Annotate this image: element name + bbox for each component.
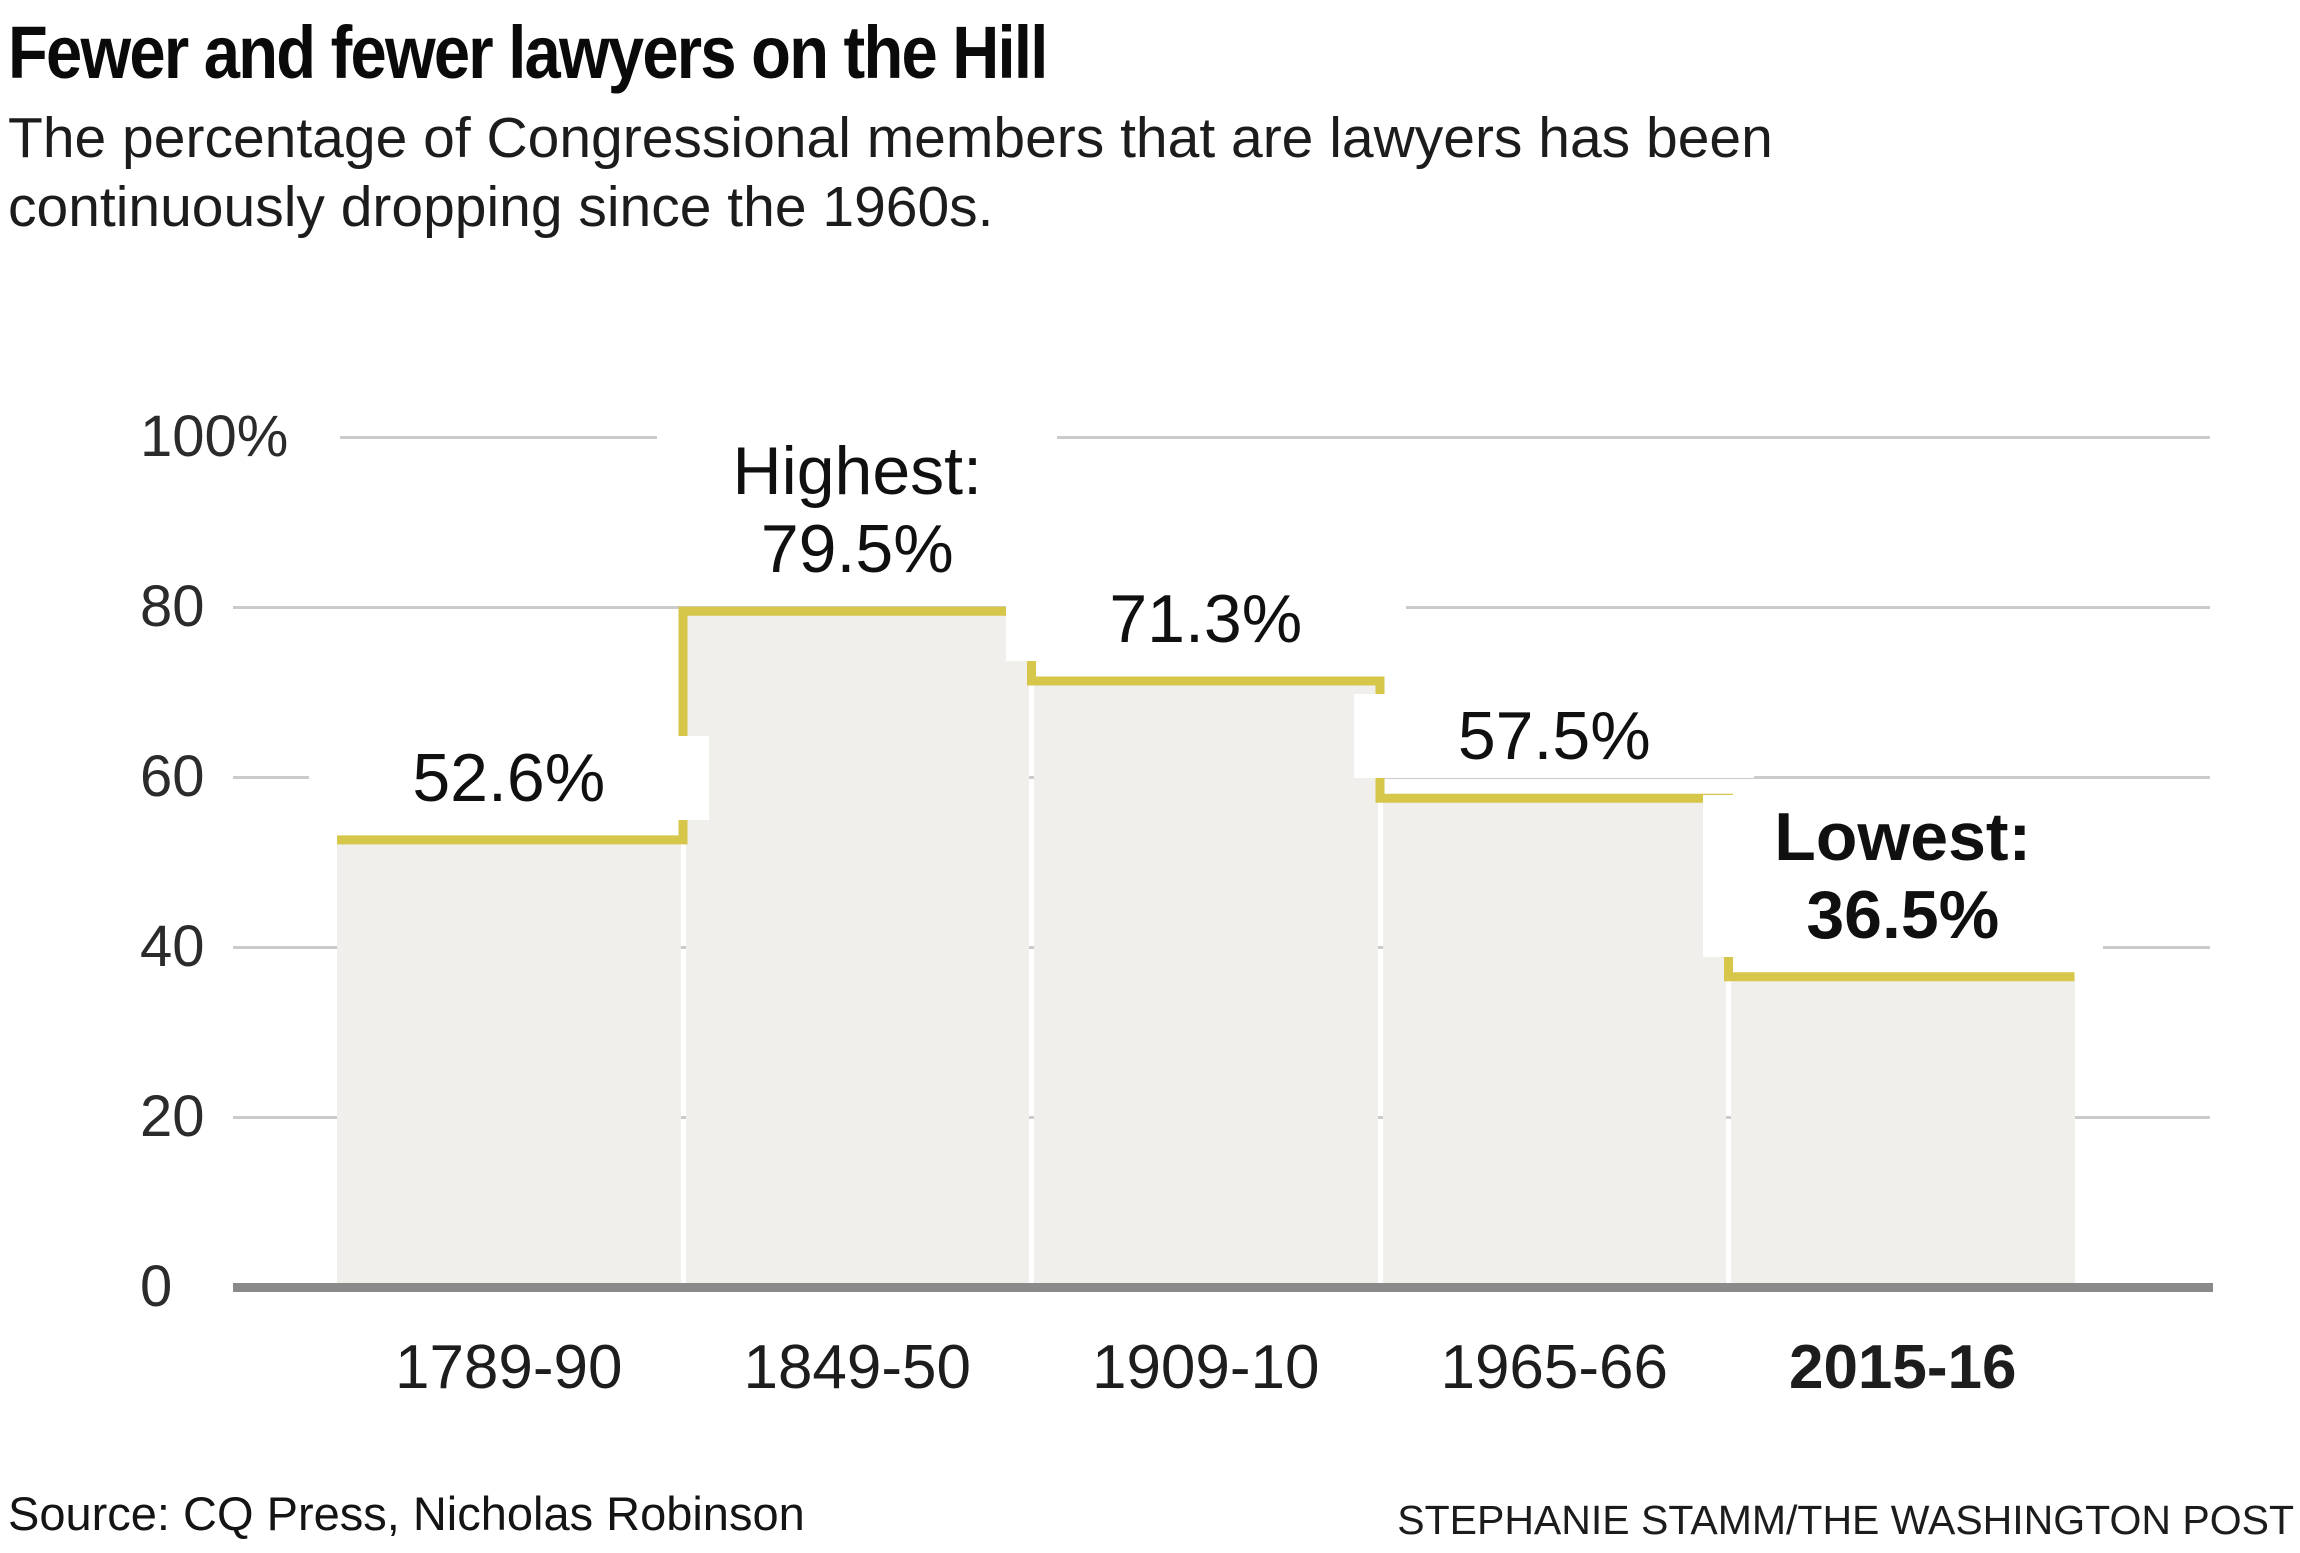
bar-value-label: 71.3% xyxy=(1005,576,1406,661)
x-tick-label: 1849-50 xyxy=(743,1333,972,1402)
y-tick-label: 60 xyxy=(140,744,205,809)
bar-value-label: 57.5% xyxy=(1354,694,1755,779)
bar xyxy=(337,839,681,1287)
y-tick-label: 100% xyxy=(140,404,289,469)
x-tick-label: 2015-16 xyxy=(1788,1333,2017,1402)
y-tick-label: 0 xyxy=(140,1254,173,1319)
y-tick-label: 20 xyxy=(140,1084,205,1149)
chart-subtitle: The percentage of Congressional members … xyxy=(8,106,1773,239)
author-credit: STEPHANIE STAMM/THE WASHINGTON POST xyxy=(1397,1497,2294,1543)
bar-value-label: Lowest: 36.5% xyxy=(1702,794,2103,957)
bar xyxy=(1034,680,1378,1287)
x-tick-label: 1965-66 xyxy=(1440,1333,1669,1402)
x-tick-label: 1789-90 xyxy=(394,1333,623,1402)
x-tick-label: 1909-10 xyxy=(1091,1333,1320,1402)
y-tick-label: 40 xyxy=(140,914,205,979)
chart-title: Fewer and fewer lawyers on the Hill xyxy=(8,11,1048,94)
source-credit: Source: CQ Press, Nicholas Robinson xyxy=(8,1487,805,1540)
x-axis-line xyxy=(233,1283,2213,1292)
grid-line xyxy=(340,435,2210,439)
bar-value-label: Highest: 79.5% xyxy=(657,429,1058,592)
y-tick-label: 80 xyxy=(140,574,205,639)
bar xyxy=(685,611,1029,1287)
bar xyxy=(1382,798,1726,1287)
bar xyxy=(1731,976,2075,1287)
bar-value-label: 52.6% xyxy=(308,735,709,820)
